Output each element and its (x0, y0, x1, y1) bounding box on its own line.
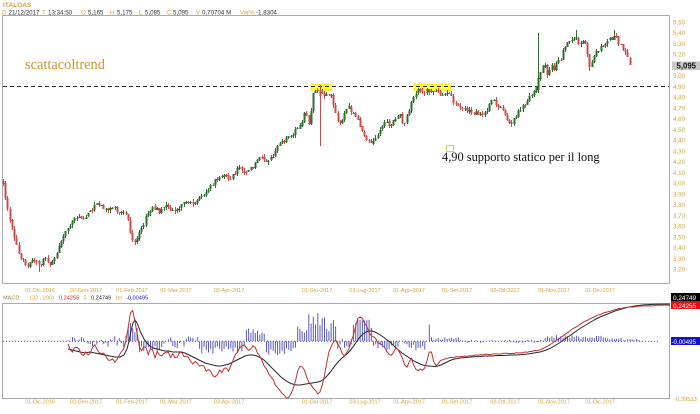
svg-text:01-Feb-2017: 01-Feb-2017 (116, 288, 148, 294)
svg-text:01-Mar-2017: 01-Mar-2017 (160, 400, 192, 406)
svg-text:4,80: 4,80 (673, 95, 686, 102)
svg-text:3,30: 3,30 (673, 256, 686, 263)
svg-text:02-Gen-2017: 02-Gen-2017 (70, 400, 102, 406)
svg-text:13:34:50: 13:34:50 (48, 10, 73, 17)
svg-text:01-Giu-2017: 01-Giu-2017 (302, 400, 333, 406)
svg-text:5,085: 5,085 (145, 10, 161, 17)
svg-text:01-Giu-2017: 01-Giu-2017 (302, 288, 333, 294)
svg-text:01-Feb-2017: 01-Feb-2017 (116, 400, 148, 406)
svg-text:03-Lug-2017: 03-Lug-2017 (349, 400, 380, 406)
svg-text:4,90: 4,90 (673, 84, 686, 91)
svg-text:01-Dic-2016: 01-Dic-2016 (25, 400, 55, 406)
svg-text:02-Gen-2017: 02-Gen-2017 (70, 288, 102, 294)
svg-text:0,24255: 0,24255 (59, 296, 79, 302)
svg-text:01-Nov-2017: 01-Nov-2017 (538, 288, 570, 294)
svg-text:-0,00495: -0,00495 (126, 296, 148, 302)
svg-text:4,90 supporto statico per il l: 4,90 supporto statico per il long (442, 150, 600, 164)
svg-text:4,60: 4,60 (673, 116, 686, 123)
svg-text:01-Mar-2017: 01-Mar-2017 (160, 288, 192, 294)
svg-text:02-Ott-2017: 02-Ott-2017 (490, 288, 519, 294)
svg-text:4,30: 4,30 (673, 148, 686, 155)
svg-text:3,20: 3,20 (673, 267, 686, 274)
svg-text:4,00: 4,00 (673, 181, 686, 188)
svg-text:3,50: 3,50 (673, 234, 686, 241)
svg-text:3,80: 3,80 (673, 202, 686, 209)
svg-text:4,20: 4,20 (673, 159, 686, 166)
svg-text:5,20: 5,20 (673, 52, 686, 59)
svg-text:3,70: 3,70 (673, 213, 686, 220)
svg-text:-0,39533: -0,39533 (674, 397, 697, 403)
svg-text:V: V (196, 10, 201, 17)
svg-text:0,70704 M: 0,70704 M (202, 10, 231, 17)
svg-text:5,40: 5,40 (673, 30, 686, 37)
svg-text:4,10: 4,10 (673, 170, 686, 177)
svg-text:MACD: MACD (3, 296, 19, 302)
svg-text:01-Dic-2017: 01-Dic-2017 (585, 288, 615, 294)
svg-text:5,00: 5,00 (673, 73, 686, 80)
svg-text:-1,8304: -1,8304 (256, 10, 278, 17)
svg-text:3,40: 3,40 (673, 245, 686, 252)
svg-text:03-Apr-2017: 03-Apr-2017 (214, 400, 245, 406)
svg-text:5,50: 5,50 (673, 19, 686, 26)
svg-text:C: C (167, 10, 172, 17)
svg-text:4,50: 4,50 (673, 127, 686, 134)
svg-text:03-Lug-2017: 03-Lug-2017 (349, 288, 380, 294)
svg-text:-0,00495: -0,00495 (672, 339, 697, 346)
svg-text:O: O (81, 10, 86, 17)
svg-text:5,165: 5,165 (88, 10, 104, 17)
svg-text:01-Ago-2017: 01-Ago-2017 (393, 288, 425, 294)
svg-text:4,70: 4,70 (673, 105, 686, 112)
svg-text:(32 , 200): (32 , 200) (30, 296, 54, 302)
svg-text:T: T (42, 10, 46, 17)
svg-text:21/12/2017: 21/12/2017 (9, 10, 41, 17)
svg-text:01-Set-2017: 01-Set-2017 (442, 288, 472, 294)
svg-text:01-Set-2017: 01-Set-2017 (442, 400, 472, 406)
svg-text:5,175: 5,175 (117, 10, 133, 17)
svg-text:01-Dic-2017: 01-Dic-2017 (585, 400, 615, 406)
svg-text:02-Ott-2017: 02-Ott-2017 (490, 400, 519, 406)
svg-text:5,095: 5,095 (677, 62, 697, 71)
svg-text:3,90: 3,90 (673, 191, 686, 198)
svg-text:scattacoltrend: scattacoltrend (25, 57, 106, 73)
svg-text:L: L (139, 10, 143, 17)
svg-text:01-Ago-2017: 01-Ago-2017 (393, 400, 425, 406)
svg-text:S: S (83, 296, 87, 302)
svg-text:0,24255: 0,24255 (673, 303, 697, 310)
svg-text:5,095: 5,095 (173, 10, 189, 17)
svg-text:03-Apr-2017: 03-Apr-2017 (214, 288, 245, 294)
svg-text:4,40: 4,40 (673, 138, 686, 145)
svg-text:H: H (110, 10, 114, 17)
svg-text:0,24749: 0,24749 (673, 295, 697, 302)
svg-text:0,24749: 0,24749 (91, 296, 111, 302)
svg-text:5,30: 5,30 (673, 41, 686, 48)
svg-text:3,60: 3,60 (673, 224, 686, 231)
svg-text:01-Dic-2016: 01-Dic-2016 (25, 288, 55, 294)
svg-text:ITALGAS: ITALGAS (3, 2, 32, 9)
svg-text:Var%: Var% (240, 10, 255, 17)
svg-text:D: D (2, 10, 7, 17)
svg-text:01-Nov-2017: 01-Nov-2017 (538, 400, 570, 406)
svg-text:Ist: Ist (116, 296, 122, 302)
